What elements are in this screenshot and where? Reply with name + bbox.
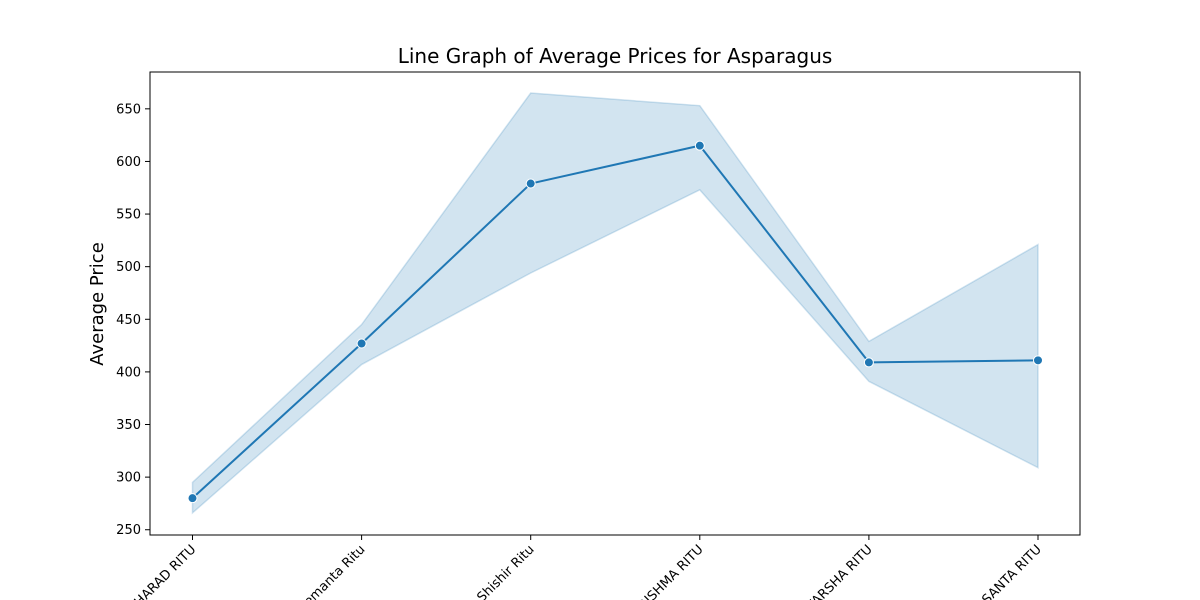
x-axis-ticks: SHARAD RITU Hemanta Ritu Shishir Ritu GRISH…	[126, 535, 1045, 600]
y-tick-label: 400	[116, 365, 141, 380]
x-tick-label: Hemanta Ritu	[294, 542, 368, 600]
y-axis-label: Average Price	[87, 242, 108, 366]
x-tick-label: Shishir Ritu	[474, 542, 537, 600]
y-tick-label: 350	[116, 418, 141, 433]
series-line	[191, 144, 1039, 499]
y-tick-label: 600	[116, 155, 141, 170]
data-point-layer	[187, 140, 1043, 504]
confidence-band	[191, 92, 1039, 515]
y-tick-label: 650	[116, 102, 141, 117]
series-line-layer	[191, 144, 1039, 499]
data-point	[1033, 355, 1043, 366]
y-tick-label: 450	[116, 313, 141, 328]
x-tick-label: VASANTA RITU	[967, 542, 1044, 600]
x-tick-label: GRISHMA RITU	[628, 542, 706, 600]
data-point	[187, 493, 198, 504]
y-tick-label: 250	[116, 523, 141, 538]
chart-title: Line Graph of Average Prices for Asparag…	[398, 44, 833, 68]
x-tick-label: SHARAD RITU	[126, 542, 199, 600]
y-tick-label: 300	[116, 471, 141, 486]
data-point	[356, 338, 367, 349]
y-tick-label: 550	[116, 208, 141, 223]
plot-frame	[149, 71, 1081, 536]
data-point	[525, 178, 536, 189]
data-point	[863, 357, 874, 368]
y-tick-label: 500	[116, 260, 141, 275]
y-axis-ticks: 250 300 350 400 450 500 550 600 650	[116, 102, 150, 538]
x-tick-label: VARSHA RITU	[803, 542, 875, 600]
data-point	[694, 140, 705, 151]
confidence-band-layer	[191, 92, 1039, 515]
